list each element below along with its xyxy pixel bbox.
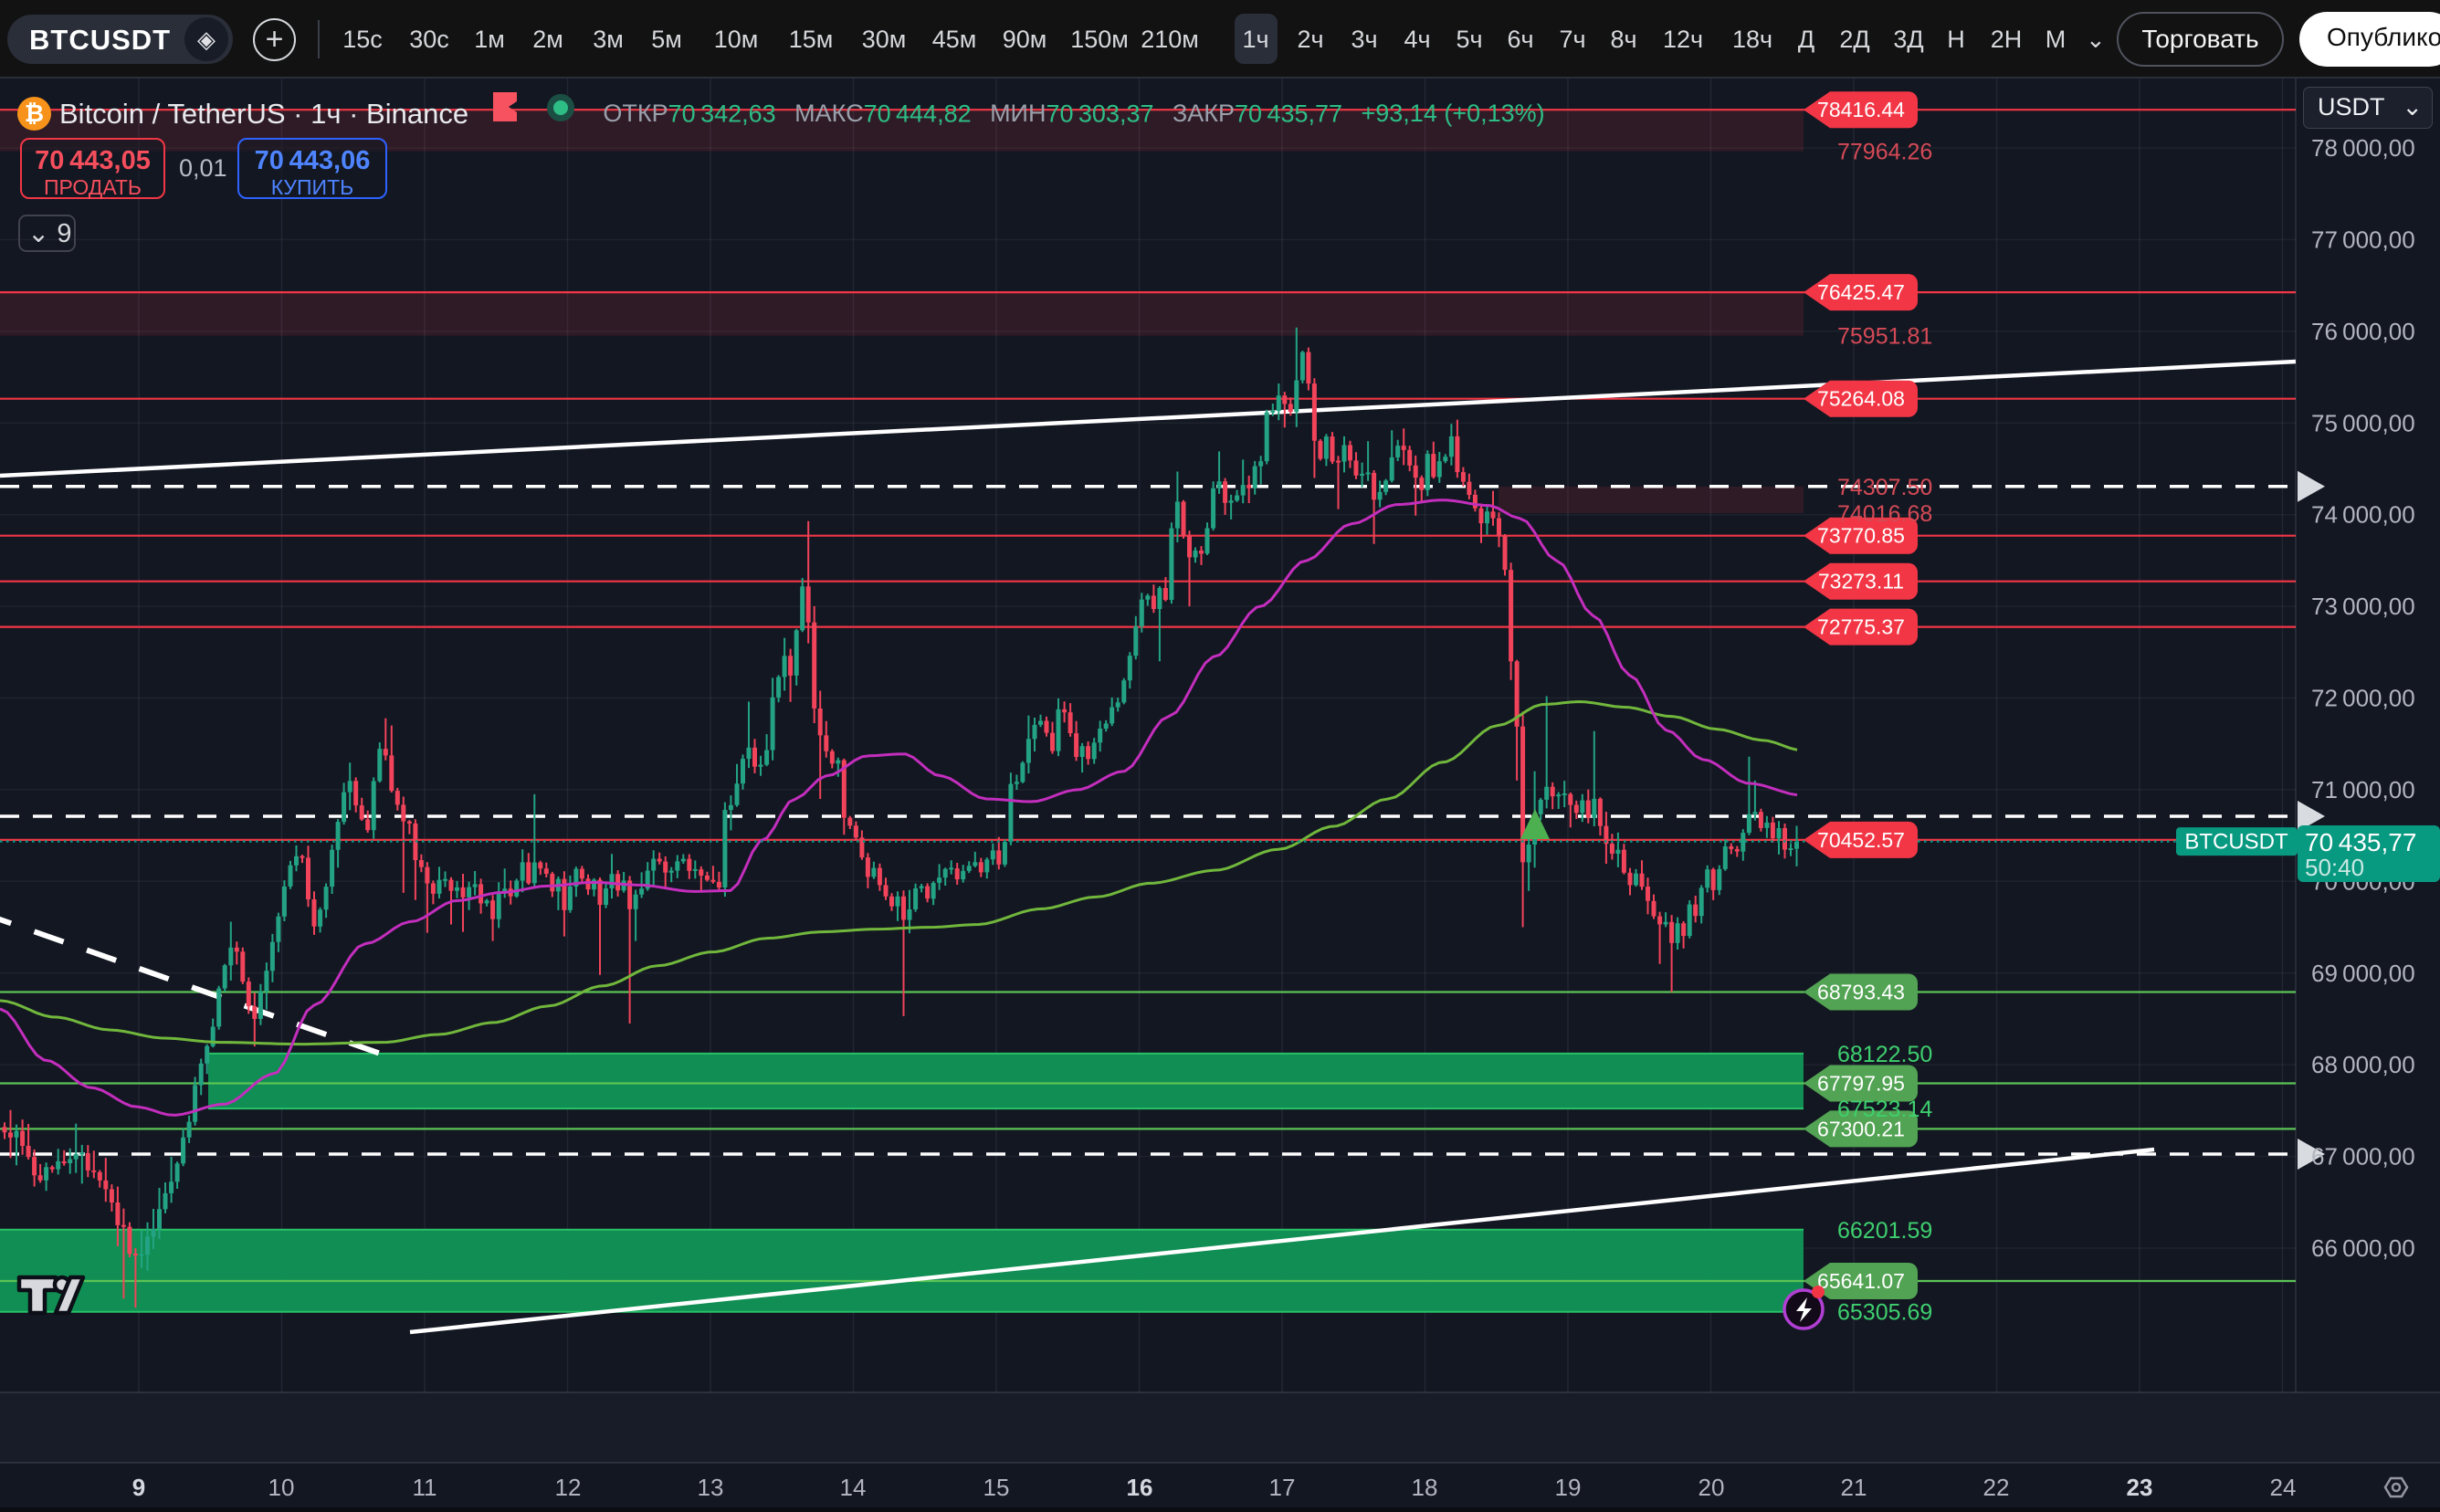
svg-text:67797.95: 67797.95 (1817, 1072, 1905, 1096)
svg-text:70 435,77: 70 435,77 (2305, 828, 2416, 856)
svg-text:72775.37: 72775.37 (1817, 615, 1905, 639)
svg-text:23: 23 (2127, 1474, 2153, 1501)
svg-text:74016.68: 74016.68 (1837, 501, 1932, 527)
svg-text:71 000,00: 71 000,00 (2311, 776, 2415, 803)
svg-text:15: 15 (983, 1474, 1010, 1501)
svg-text:76425.47: 76425.47 (1817, 280, 1905, 304)
svg-text:75 000,00: 75 000,00 (2311, 409, 2415, 436)
svg-text:69 000,00: 69 000,00 (2311, 960, 2415, 987)
svg-text:68122.50: 68122.50 (1837, 1042, 1932, 1067)
svg-text:76 000,00: 76 000,00 (2311, 318, 2415, 345)
svg-text:11: 11 (413, 1474, 437, 1501)
svg-text:70452.57: 70452.57 (1817, 828, 1905, 852)
svg-text:78 000,00: 78 000,00 (2311, 134, 2415, 162)
svg-text:17: 17 (1269, 1474, 1296, 1501)
svg-text:66 000,00: 66 000,00 (2311, 1234, 2415, 1262)
svg-text:21: 21 (1841, 1474, 1867, 1501)
svg-text:BTCUSDT: BTCUSDT (2184, 830, 2288, 855)
svg-text:24: 24 (2270, 1474, 2297, 1501)
svg-text:77 000,00: 77 000,00 (2311, 226, 2415, 253)
svg-text:77964.26: 77964.26 (1837, 140, 1932, 165)
svg-text:16: 16 (1127, 1474, 1153, 1501)
svg-text:75951.81: 75951.81 (1837, 324, 1932, 350)
svg-text:68793.43: 68793.43 (1817, 981, 1905, 1004)
svg-text:20: 20 (1699, 1474, 1725, 1501)
svg-text:72 000,00: 72 000,00 (2311, 685, 2415, 712)
svg-text:73273.11: 73273.11 (1818, 570, 1904, 593)
svg-text:66201.59: 66201.59 (1837, 1218, 1932, 1244)
svg-text:22: 22 (1983, 1474, 2010, 1501)
svg-text:74 000,00: 74 000,00 (2311, 501, 2415, 529)
svg-text:9: 9 (132, 1474, 145, 1501)
svg-text:73770.85: 73770.85 (1817, 524, 1905, 548)
svg-text:74307.50: 74307.50 (1837, 475, 1932, 500)
svg-text:19: 19 (1555, 1474, 1582, 1501)
svg-text:67523.14: 67523.14 (1837, 1097, 1932, 1122)
svg-text:50:40: 50:40 (2305, 854, 2364, 881)
svg-text:67300.21: 67300.21 (1817, 1117, 1905, 1140)
svg-text:12: 12 (555, 1474, 582, 1501)
svg-text:10: 10 (268, 1474, 295, 1501)
svg-text:68 000,00: 68 000,00 (2311, 1051, 2415, 1078)
svg-text:75264.08: 75264.08 (1817, 387, 1905, 411)
svg-text:65641.07: 65641.07 (1817, 1269, 1905, 1293)
svg-text:18: 18 (1412, 1474, 1438, 1501)
svg-text:14: 14 (840, 1474, 867, 1501)
svg-text:67 000,00: 67 000,00 (2311, 1143, 2415, 1171)
svg-text:65305.69: 65305.69 (1837, 1300, 1932, 1326)
svg-text:13: 13 (698, 1474, 724, 1501)
svg-text:78416.44: 78416.44 (1817, 98, 1905, 121)
svg-text:73 000,00: 73 000,00 (2311, 593, 2415, 620)
